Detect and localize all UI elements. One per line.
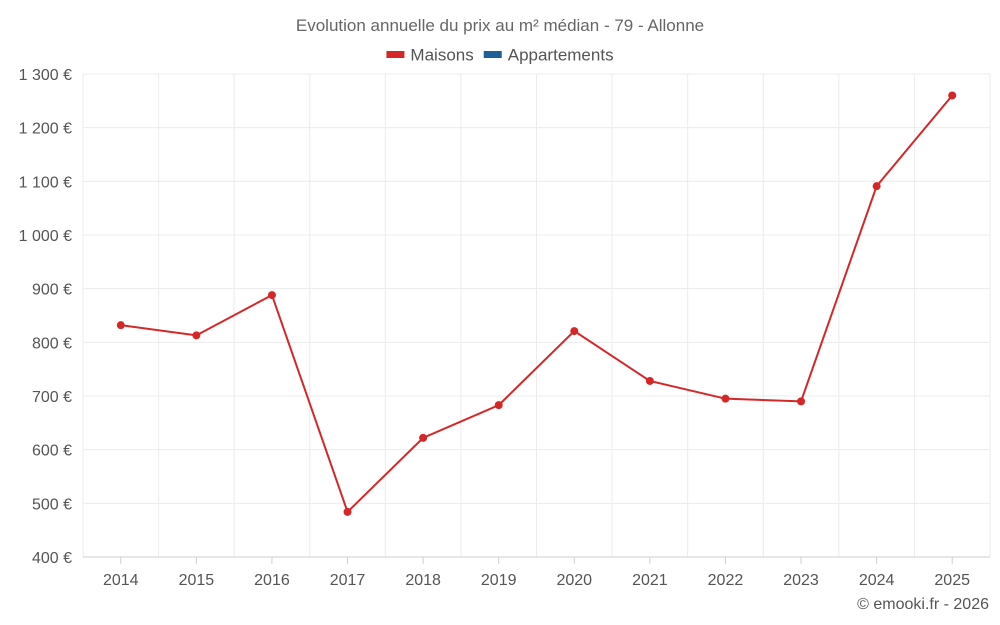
data-point <box>645 376 654 385</box>
legend-swatch <box>483 51 502 58</box>
x-tick-label: 2021 <box>632 572 668 589</box>
legend-item[interactable]: Appartements <box>483 45 614 64</box>
y-tick-label: 900 € <box>32 282 72 299</box>
y-tick-label: 800 € <box>32 335 72 352</box>
data-point <box>343 507 352 516</box>
y-tick-label: 500 € <box>32 496 72 513</box>
data-point <box>948 91 957 100</box>
x-tick-label: 2023 <box>783 572 819 589</box>
y-tick-label: 1 200 € <box>19 121 72 138</box>
data-point <box>419 433 428 442</box>
x-tick-label: 2016 <box>254 572 290 589</box>
x-tick-label: 2020 <box>556 572 592 589</box>
data-point <box>797 397 806 406</box>
series-layer <box>116 91 957 516</box>
x-tick-label: 2025 <box>934 572 970 589</box>
x-tick-label: 2018 <box>405 572 441 589</box>
chart-title: Evolution annuelle du prix au m² médian … <box>296 16 704 35</box>
data-point <box>494 401 503 410</box>
legend-swatch <box>386 51 405 58</box>
legend-label: Maisons <box>410 45 473 64</box>
y-tick-label: 600 € <box>32 443 72 460</box>
grid-lines <box>82 73 991 557</box>
y-tick-label: 1 100 € <box>19 174 72 191</box>
y-tick-label: 1 000 € <box>19 228 72 245</box>
y-tick-label: 400 € <box>32 550 72 567</box>
x-tick-label: 2015 <box>179 572 215 589</box>
data-point <box>570 327 579 336</box>
y-tick-label: 1 300 € <box>19 67 72 84</box>
data-point <box>116 321 125 330</box>
x-tick-label: 2017 <box>330 572 366 589</box>
data-point <box>267 291 276 300</box>
x-tick-label: 2024 <box>859 572 895 589</box>
legend-label: Appartements <box>508 45 614 64</box>
credit-text: © emooki.fr - 2026 <box>857 596 989 613</box>
x-tick-label: 2022 <box>708 572 744 589</box>
legend-item[interactable]: Maisons <box>386 45 474 64</box>
data-point <box>872 182 881 191</box>
data-point <box>192 331 201 340</box>
legend: Maisons Appartements <box>386 45 614 64</box>
series-line-maisons <box>120 94 953 514</box>
x-tick-label: 2019 <box>481 572 517 589</box>
y-tick-label: 700 € <box>32 389 72 406</box>
axes: 400 € 500 € 600 € 700 € 800 € 900 € 1 000 € 1 1… <box>19 67 990 589</box>
x-tick-label: 2014 <box>103 572 139 589</box>
data-point <box>721 394 730 403</box>
